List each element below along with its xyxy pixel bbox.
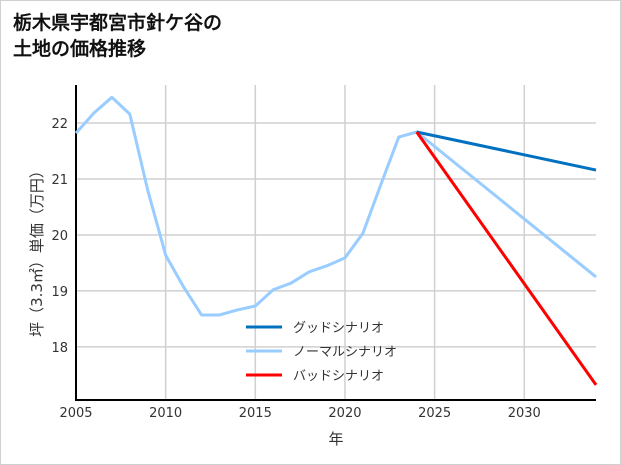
x-axis-label: 年 — [328, 430, 343, 448]
x-tick-label: 2015 — [239, 406, 272, 421]
y-tick-label: 18 — [51, 341, 68, 356]
y-tick-label: 22 — [51, 117, 68, 132]
x-tick-label: 2005 — [59, 406, 92, 421]
chart-title-line-1: 栃木県宇都宮市針ケ谷の — [13, 12, 223, 34]
legend-label: ノーマルシナリオ — [293, 345, 397, 360]
series-line-2 — [415, 131, 598, 386]
y-tick-label: 19 — [51, 285, 68, 300]
x-tick-label: 2030 — [508, 406, 541, 421]
chart-title: 栃木県宇都宮市針ケ谷の 土地の価格推移 — [13, 10, 222, 62]
legend-label: グッドシナリオ — [293, 321, 384, 336]
x-tick-label: 2025 — [418, 406, 451, 421]
y-tick-label: 20 — [51, 229, 68, 244]
series-line-0 — [416, 130, 597, 172]
chart-title-line-2: 土地の価格推移 — [13, 38, 147, 60]
legend-label: バッドシナリオ — [293, 369, 384, 384]
y-tick-label: 21 — [51, 173, 68, 188]
y-axis-label: 坪（3.3㎡）単価（万円） — [28, 163, 46, 337]
series-line-1 — [74, 95, 597, 317]
x-tick-label: 2010 — [149, 406, 182, 421]
x-tick-label: 2020 — [328, 406, 361, 421]
